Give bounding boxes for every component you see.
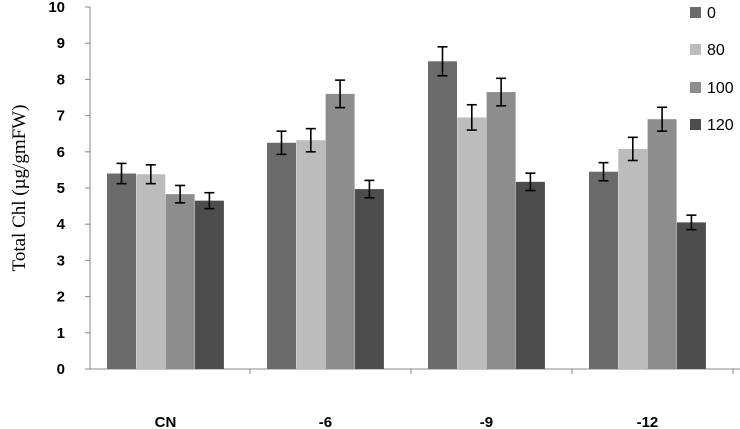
y-tick-label: 3 [57, 252, 65, 269]
y-axis-label: Total Chl (µg/gmFW) [9, 105, 30, 272]
legend-swatch-0 [690, 7, 701, 18]
bar-0--6 [267, 142, 296, 369]
y-tick-label: 0 [57, 361, 65, 378]
bar-120--9 [515, 181, 545, 369]
y-tick-label: 1 [57, 325, 65, 342]
bar-100-CN [165, 194, 195, 369]
legend-label: 0 [707, 5, 716, 22]
y-tick-label: 10 [48, 0, 65, 16]
bar-0-CN [107, 173, 136, 369]
bar-100--12 [647, 119, 677, 369]
y-tick-label: 5 [57, 180, 65, 197]
x-category-label: -9 [480, 414, 493, 429]
legend-label: 80 [707, 42, 725, 59]
legend-swatch-100 [690, 82, 701, 93]
bar-0--9 [428, 61, 457, 370]
x-category-label: CN [155, 414, 177, 429]
y-tick-label: 4 [57, 216, 66, 233]
x-axis: CN -6 -9 -12 [90, 368, 740, 429]
y-tick-label: 8 [57, 71, 65, 88]
bar-80--6 [296, 140, 326, 369]
bar-80--9 [457, 117, 487, 369]
y-tick-label: 9 [57, 35, 65, 52]
bar-120--6 [354, 189, 384, 369]
y-tick-label: 2 [57, 289, 65, 306]
bars [107, 46, 706, 370]
y-tick-label: 6 [57, 144, 65, 161]
legend-label: 120 [707, 117, 734, 134]
bar-0--12 [589, 171, 618, 369]
x-category-label: -12 [637, 414, 659, 429]
bar-120-CN [194, 200, 224, 369]
legend-swatch-80 [690, 44, 701, 55]
bar-100--9 [486, 92, 516, 369]
bar-80-CN [136, 174, 166, 369]
legend-swatch-120 [690, 119, 701, 130]
bar-100--6 [325, 93, 355, 369]
x-category-label: -6 [319, 414, 332, 429]
y-tick-label: 7 [57, 108, 65, 125]
y-axis: 0 1 2 3 4 5 6 7 8 9 10 [48, 0, 91, 378]
bar-120--12 [676, 222, 706, 369]
legend-label: 100 [707, 80, 734, 97]
bar-80--12 [618, 148, 648, 369]
legend: 0 80 100 120 [690, 5, 734, 134]
